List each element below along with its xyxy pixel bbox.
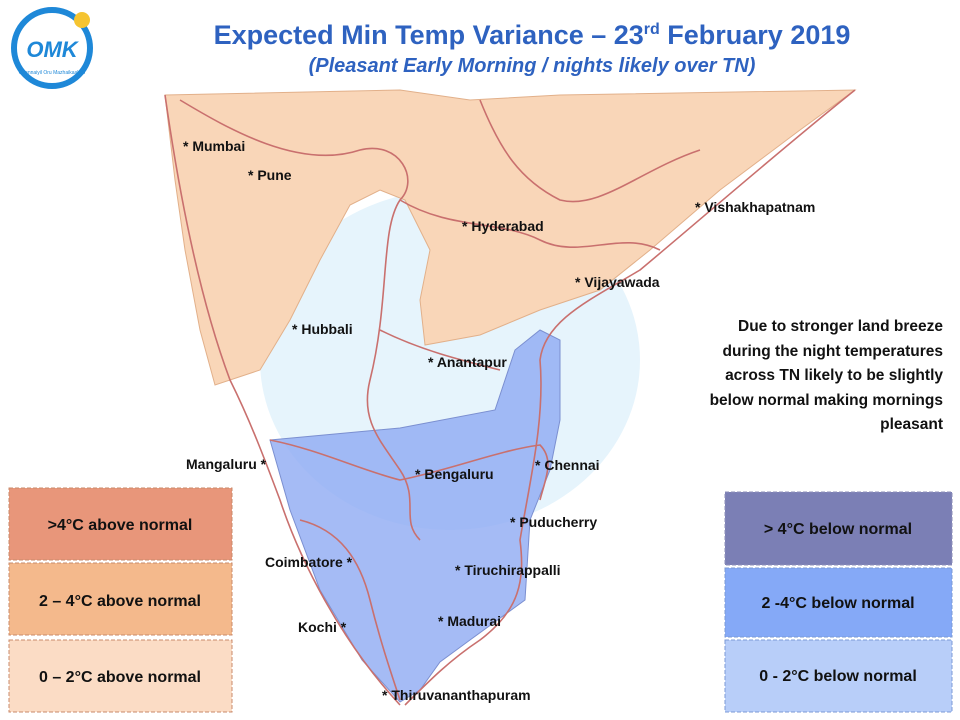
legend-label: >4°C above normal bbox=[48, 517, 193, 534]
legend-swatch bbox=[724, 491, 953, 566]
city-label: * Madurai bbox=[438, 613, 501, 629]
legend-below: > 4°C below normal 2 -4°C below normal 0… bbox=[724, 491, 953, 713]
legend-swatch bbox=[8, 562, 233, 636]
subtitle: (Pleasant Early Morning / nights likely … bbox=[309, 55, 756, 77]
city-label: * Hubbali bbox=[292, 321, 353, 337]
city-label: * Anantapur bbox=[428, 354, 507, 370]
logo: OMK Chennaiyil Oru Mazhaikaalam bbox=[11, 7, 93, 89]
legend-label: 2 -4°C below normal bbox=[761, 595, 914, 612]
city-label: Kochi * bbox=[298, 619, 347, 635]
legend-swatch bbox=[8, 487, 233, 561]
legend-swatch bbox=[724, 567, 953, 638]
city-label: Mangaluru * bbox=[186, 456, 267, 472]
legend-label: 2 – 4°C above normal bbox=[39, 593, 201, 610]
coast-west bbox=[164, 94, 401, 706]
logo-mark: OMK bbox=[26, 37, 79, 62]
city-label: * Chennai bbox=[535, 457, 600, 473]
state-border-3 bbox=[479, 99, 701, 203]
logo-ring bbox=[11, 7, 93, 89]
legend-label: 0 - 2°C below normal bbox=[759, 668, 917, 685]
city-label: * Pune bbox=[248, 167, 292, 183]
state-border-1 bbox=[179, 99, 421, 541]
title-end: February 2019 bbox=[660, 20, 851, 50]
city-label: Coimbatore * bbox=[265, 554, 353, 570]
logo-sun bbox=[74, 12, 90, 28]
title: Expected Min Temp Variance – 23rd Februa… bbox=[214, 20, 851, 50]
note-line: below normal making mornings bbox=[710, 392, 943, 409]
note-line: during the night temperatures bbox=[723, 343, 943, 360]
legend-label: 0 – 2°C above normal bbox=[39, 669, 201, 686]
city-label: * Thiruvananthapuram bbox=[382, 687, 531, 703]
city-label: * Bengaluru bbox=[415, 466, 494, 482]
note-line: pleasant bbox=[880, 416, 943, 433]
coast-east bbox=[404, 89, 856, 706]
city-label: * Mumbai bbox=[183, 138, 245, 154]
city-label: * Vishakhapatnam bbox=[695, 199, 815, 215]
legend-label: > 4°C below normal bbox=[764, 521, 912, 538]
title-main: Expected Min Temp Variance – 23 bbox=[214, 20, 644, 50]
note: Due to stronger land breeze during the n… bbox=[710, 318, 944, 433]
state-border-4 bbox=[269, 439, 549, 501]
title-sup: rd bbox=[644, 21, 660, 38]
legend-above: >4°C above normal 2 – 4°C above normal 0… bbox=[8, 487, 233, 713]
legend-swatch bbox=[8, 639, 233, 713]
state-border-5 bbox=[299, 519, 401, 701]
legend-swatch bbox=[724, 639, 953, 713]
city-label: * Puducherry bbox=[510, 514, 597, 530]
logo-text: Chennaiyil Oru Mazhaikaalam bbox=[19, 70, 86, 76]
state-border-6 bbox=[379, 329, 501, 371]
city-label: * Tiruchirappalli bbox=[455, 562, 561, 578]
note-line: Due to stronger land breeze bbox=[738, 318, 943, 335]
city-label: * Vijayawada bbox=[575, 274, 660, 290]
city-label: * Hyderabad bbox=[462, 218, 544, 234]
state-border-2 bbox=[399, 199, 661, 251]
note-line: across TN likely to be slightly bbox=[725, 367, 943, 384]
